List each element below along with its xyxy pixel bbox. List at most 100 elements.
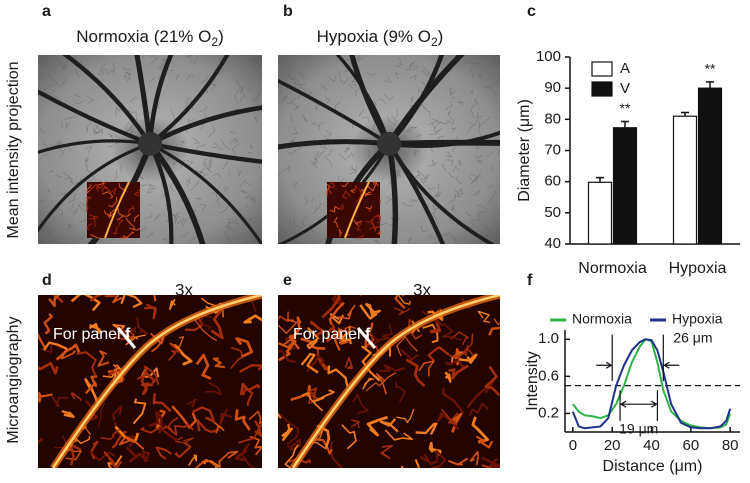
texture — [185, 55, 193, 59]
x-tick-label: 0 — [569, 437, 577, 454]
texture — [259, 176, 262, 180]
row-label: Mean intensity projection — [5, 62, 22, 239]
texture — [107, 145, 113, 148]
texture — [445, 55, 451, 61]
capillary — [278, 319, 298, 334]
texture — [98, 72, 106, 75]
texture — [347, 152, 354, 159]
texture — [98, 240, 103, 244]
capillary — [103, 450, 123, 468]
capillary — [306, 354, 325, 373]
texture — [78, 217, 90, 224]
texture — [390, 194, 392, 197]
capillary — [366, 415, 388, 437]
capillary — [431, 449, 447, 468]
capillary — [191, 406, 216, 423]
capillary — [468, 402, 489, 416]
profile-marker — [356, 327, 377, 349]
texture — [391, 115, 397, 122]
capillary — [378, 364, 406, 372]
texture — [426, 234, 433, 238]
vessel — [147, 105, 262, 147]
texture — [176, 219, 184, 227]
optic-disc — [138, 131, 162, 156]
inset-vessel — [127, 205, 135, 214]
texture — [479, 121, 481, 129]
texture — [45, 225, 53, 235]
capillary — [481, 456, 500, 468]
texture — [86, 95, 94, 104]
texture — [487, 151, 493, 157]
y-tick-label: 50 — [544, 204, 561, 221]
texture — [278, 171, 282, 175]
y-tick-label: 60 — [544, 173, 561, 190]
texture — [222, 161, 228, 170]
texture — [454, 195, 461, 198]
texture — [172, 159, 178, 166]
inset-vessel — [378, 198, 381, 203]
texture — [74, 93, 81, 98]
texture — [394, 63, 403, 68]
texture — [157, 64, 165, 70]
texture — [443, 233, 457, 240]
inset-vessel — [117, 218, 124, 226]
texture — [417, 88, 420, 93]
capillary — [300, 352, 319, 374]
texture — [69, 180, 77, 188]
capillary — [132, 398, 147, 425]
texture — [67, 203, 74, 211]
y-tick-label: 100 — [536, 48, 561, 65]
texture — [497, 149, 500, 157]
capillary — [278, 311, 290, 323]
texture — [431, 119, 440, 123]
capillary — [173, 343, 193, 366]
inset-vessel — [133, 214, 140, 222]
texture — [202, 161, 212, 173]
texture — [310, 158, 316, 165]
capillary — [84, 375, 98, 395]
texture — [426, 110, 431, 119]
texture — [386, 115, 396, 125]
capillary — [212, 357, 226, 369]
texture — [414, 150, 421, 157]
inset-vessel — [372, 181, 379, 187]
texture — [302, 115, 308, 123]
legend-label: Normoxia — [572, 311, 632, 327]
vessel — [349, 55, 392, 147]
inset-vessel — [86, 184, 92, 195]
annotation-text: f — [125, 326, 131, 343]
texture — [385, 196, 393, 204]
texture — [417, 169, 425, 177]
texture — [75, 182, 80, 185]
texture — [179, 231, 189, 238]
texture — [242, 242, 248, 244]
texture — [47, 74, 59, 86]
capillary — [283, 331, 299, 346]
texture — [290, 115, 294, 123]
texture — [292, 101, 299, 108]
capillary — [415, 422, 438, 435]
texture — [315, 107, 319, 110]
texture — [309, 92, 313, 96]
texture — [469, 173, 478, 184]
texture — [227, 219, 239, 225]
texture — [453, 165, 460, 173]
texture — [215, 55, 220, 59]
capillary — [321, 295, 341, 319]
capillary — [428, 441, 442, 456]
capillary — [310, 320, 326, 338]
texture — [447, 193, 457, 205]
texture — [45, 228, 55, 238]
annotation-text: f — [365, 326, 371, 343]
texture — [190, 57, 198, 64]
texture — [141, 226, 147, 232]
significance: ** — [705, 61, 716, 77]
capillary — [488, 326, 500, 336]
capillary — [205, 381, 222, 396]
texture — [38, 153, 50, 160]
capillary — [466, 380, 495, 409]
texture — [448, 171, 454, 178]
texture — [141, 55, 146, 59]
texture — [451, 204, 455, 212]
inset-vessel — [95, 185, 104, 192]
